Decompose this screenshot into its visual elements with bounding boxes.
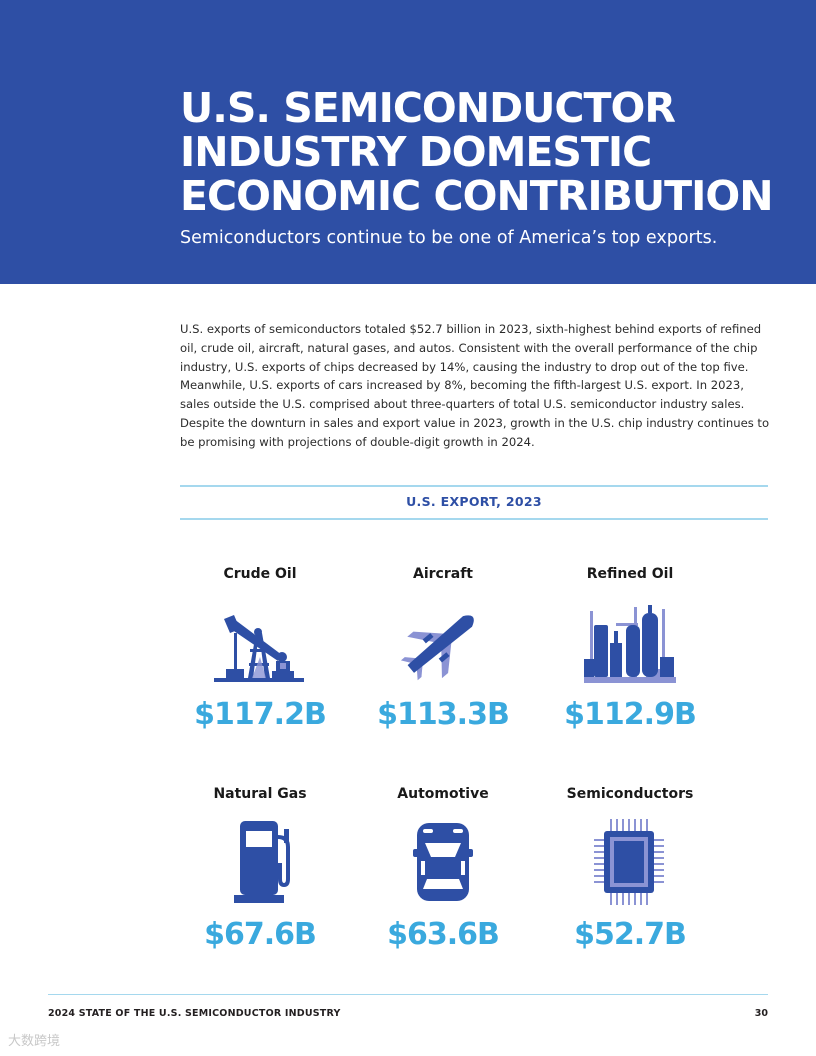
export-label: Semiconductors [566, 786, 694, 802]
section-title: U.S. EXPORT, 2023 [406, 494, 542, 509]
chip-icon [594, 819, 664, 905]
export-value: $63.6B [387, 917, 500, 952]
page-subtitle: Semiconductors continue to be one of Ame… [180, 228, 718, 248]
export-card-refined-oil: Refined Oil $112.9B [545, 566, 715, 732]
export-label: Crude Oil [223, 566, 297, 582]
section-rule-bottom [180, 518, 768, 520]
gas-pump-icon [234, 821, 290, 903]
export-value: $112.9B [564, 697, 697, 732]
footer-publication: 2024 STATE OF THE U.S. SEMICONDUCTOR IND… [48, 1008, 341, 1019]
export-card-crude-oil: Crude Oil $117.2B [175, 566, 345, 732]
export-value: $52.7B [574, 917, 687, 952]
export-card-aircraft: Aircraft $113.3B [358, 566, 528, 732]
export-value: $113.3B [377, 697, 510, 732]
section-rule-top [180, 485, 768, 487]
export-label: Automotive [397, 786, 489, 802]
export-label: Refined Oil [586, 566, 674, 582]
export-label: Natural Gas [213, 786, 307, 802]
oil-pump-icon [214, 615, 304, 682]
header-banner: U.S. SEMICONDUCTOR INDUSTRY DOMESTIC ECO… [0, 0, 816, 284]
car-icon [413, 823, 473, 901]
page-title-line-3: ECONOMIC CONTRIBUTION [180, 172, 774, 220]
export-card-automotive: Automotive $63.6B [358, 786, 528, 952]
page-title: U.S. SEMICONDUCTOR INDUSTRY DOMESTIC ECO… [180, 86, 800, 218]
footer-rule [48, 994, 768, 995]
export-card-semiconductors: Semiconductors $52.7B [545, 786, 715, 952]
watermark: 大数跨境 [8, 1034, 61, 1049]
page-number: 30 [754, 1008, 768, 1019]
export-label: Aircraft [413, 566, 473, 582]
export-value: $67.6B [204, 917, 317, 952]
page-title-line-2: INDUSTRY DOMESTIC [180, 128, 652, 176]
intro-paragraph: U.S. exports of semiconductors totaled $… [180, 322, 770, 449]
refinery-icon [584, 605, 676, 683]
page-title-line-1: U.S. SEMICONDUCTOR [180, 84, 676, 132]
export-card-natural-gas: Natural Gas $67.6B [175, 786, 345, 952]
airplane-icon [400, 615, 474, 681]
export-value: $117.2B [194, 697, 327, 732]
